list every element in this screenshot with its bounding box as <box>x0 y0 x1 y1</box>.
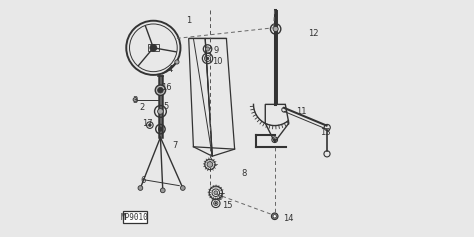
Circle shape <box>205 47 210 51</box>
Circle shape <box>150 44 157 51</box>
Circle shape <box>157 109 163 114</box>
Text: 9: 9 <box>218 193 223 202</box>
Text: MP9010: MP9010 <box>121 213 149 222</box>
Text: 2: 2 <box>139 103 144 112</box>
Bar <box>123 211 147 223</box>
Text: 10: 10 <box>212 57 222 66</box>
Circle shape <box>272 213 278 219</box>
Circle shape <box>158 127 163 131</box>
Text: 17: 17 <box>142 119 153 128</box>
Circle shape <box>273 26 278 32</box>
Circle shape <box>206 57 209 60</box>
Text: 5: 5 <box>164 102 169 111</box>
Text: 1: 1 <box>186 16 191 25</box>
Text: 4: 4 <box>167 64 173 73</box>
Circle shape <box>273 139 276 141</box>
Circle shape <box>207 162 213 167</box>
Circle shape <box>181 186 185 190</box>
Bar <box>148 44 159 51</box>
Text: 16: 16 <box>161 83 172 92</box>
Text: 3: 3 <box>132 96 137 105</box>
Circle shape <box>175 60 179 64</box>
Circle shape <box>155 85 165 96</box>
Circle shape <box>214 191 218 195</box>
Circle shape <box>157 87 163 93</box>
Text: 7: 7 <box>172 141 177 150</box>
Text: 12: 12 <box>308 29 319 38</box>
Circle shape <box>148 124 151 127</box>
Circle shape <box>133 98 137 102</box>
Text: 11: 11 <box>297 107 307 116</box>
Circle shape <box>215 202 217 204</box>
Text: 13: 13 <box>320 128 331 137</box>
Circle shape <box>160 188 165 193</box>
Text: 14: 14 <box>283 214 294 223</box>
Text: 6: 6 <box>140 176 146 185</box>
Text: 9: 9 <box>213 46 219 55</box>
Text: 15: 15 <box>222 201 233 210</box>
Circle shape <box>273 215 276 218</box>
Circle shape <box>138 186 143 190</box>
Text: 8: 8 <box>241 169 247 178</box>
